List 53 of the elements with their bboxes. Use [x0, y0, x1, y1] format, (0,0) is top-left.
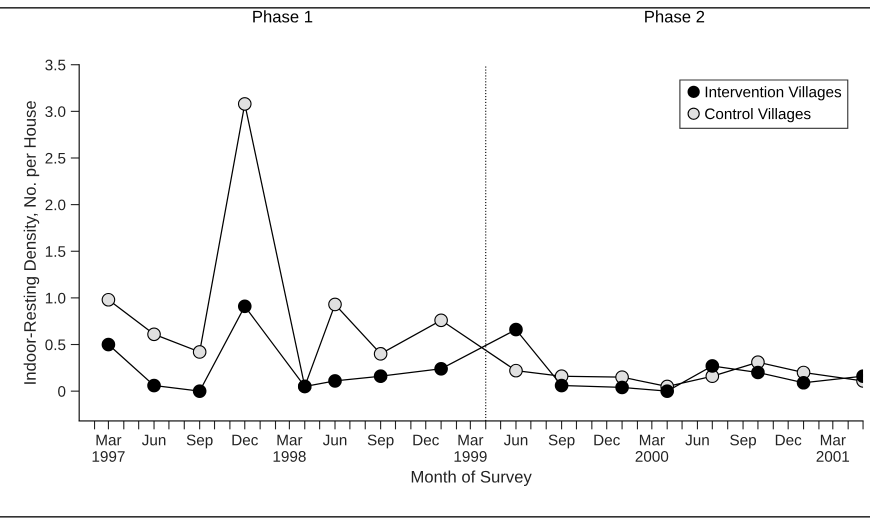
text: Phase 2	[645, 10, 704, 23]
y-tick-label: 1.0	[46, 292, 66, 304]
y-tick-label: 3.5	[45, 60, 66, 70]
y-tick-label: 2.0	[46, 199, 66, 210]
y-tick-label: 2.5	[46, 152, 66, 164]
y-axis-title: Indoor-Resting Density, No. per House	[24, 101, 40, 384]
point	[238, 97, 252, 111]
point	[238, 299, 252, 314]
x-tick-label: Sep	[186, 434, 213, 448]
point	[660, 384, 674, 398]
legend-label: Control Villages	[705, 108, 811, 122]
y-tick-label: 3.0	[45, 106, 66, 118]
point	[615, 380, 629, 394]
x-tick-label: Sep	[730, 434, 756, 448]
x-tick-label: Dec	[594, 434, 620, 446]
point	[328, 298, 342, 312]
point	[509, 322, 523, 336]
point	[102, 292, 116, 307]
x-tick-label: Mar 2000	[636, 434, 668, 462]
point	[434, 313, 448, 328]
point	[374, 369, 388, 384]
x-tick-label: Jun	[504, 434, 528, 446]
point	[192, 345, 206, 359]
point	[147, 378, 161, 392]
x-tick-label: Dec	[232, 434, 258, 446]
x-tick-label: Jun	[685, 434, 709, 446]
x-axis-title: Month of Survey	[412, 470, 532, 486]
x-tick-label: Sep	[368, 434, 394, 448]
x-tick-label: Mar 1999	[454, 434, 487, 462]
x-tick-label: Dec	[413, 434, 439, 446]
text: Phase 1	[253, 10, 312, 23]
x-tick-label: Mar 2001	[816, 434, 850, 462]
point	[192, 384, 206, 398]
x-tick-label: Sep	[548, 434, 575, 448]
x-tick-label: Jun	[142, 434, 166, 446]
point	[102, 338, 116, 352]
point	[374, 347, 388, 361]
point	[751, 366, 765, 380]
point	[706, 359, 720, 373]
y-tick-label: 0.5	[45, 339, 66, 350]
x-tick-label: Mar 1997	[92, 434, 125, 462]
point	[796, 376, 810, 390]
point	[328, 374, 342, 388]
x-tick-label: Jun	[322, 434, 346, 446]
x-tick-label: Mar 1998	[274, 434, 306, 462]
y-tick-label: 0	[58, 386, 66, 397]
legend-label: Intervention Villages	[706, 86, 842, 100]
point	[509, 364, 523, 378]
x-tick-label: Dec	[776, 434, 802, 446]
point	[434, 362, 448, 376]
point	[147, 327, 161, 342]
point	[554, 378, 568, 392]
y-tick-label: 1.5	[46, 246, 66, 257]
